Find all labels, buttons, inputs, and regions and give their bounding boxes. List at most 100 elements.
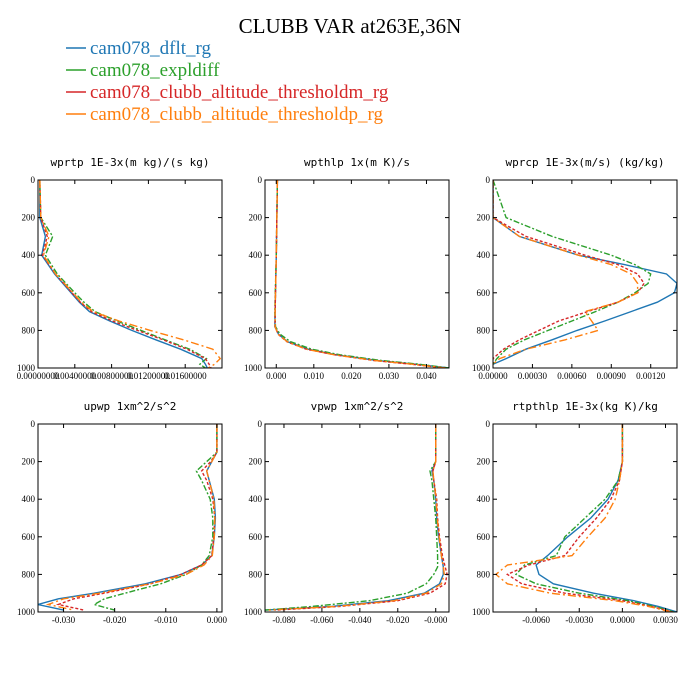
figure-title: CLUBB VAR at263E,36N <box>239 14 462 38</box>
x-tick-label: 0.00120 <box>636 371 666 381</box>
y-tick-label: 200 <box>477 213 491 223</box>
series-group <box>39 180 222 368</box>
chart-title: rtpthlp 1E-3x(kg K)/kg <box>512 400 658 413</box>
y-tick-label: 600 <box>22 532 36 542</box>
series-line <box>55 424 218 611</box>
x-tick-label: -0.000 <box>424 615 448 625</box>
series-line <box>45 424 218 611</box>
y-tick-label: 800 <box>249 325 263 335</box>
chart-title: vpwp 1xm^2/s^2 <box>311 400 404 413</box>
chart-panel: wprcp 1E-3x(m/s) (kg/kg) 0 200 400 600 800 100… <box>472 156 678 381</box>
series-line <box>274 424 448 611</box>
y-tick-label: 400 <box>22 250 36 260</box>
chart-title: wprcp 1E-3x(m/s) (kg/kg) <box>506 156 665 169</box>
series-line <box>39 180 222 368</box>
y-tick-label: 200 <box>477 457 491 467</box>
series-line <box>493 180 677 365</box>
series-line <box>265 424 444 611</box>
legend-item: cam078_dflt_rg <box>66 38 212 59</box>
x-tick-label: 0.010 <box>304 371 325 381</box>
x-tick-label: 0.00000 <box>478 371 508 381</box>
legend-label: cam078_expldiff <box>90 60 220 81</box>
chart-panel: vpwp 1xm^2/s^2 0 200 400 600 800 1000 -0.080 -0.… <box>244 400 450 625</box>
y-tick-label: 400 <box>22 494 36 504</box>
y-tick-label: 400 <box>477 494 491 504</box>
y-tick-label: 800 <box>249 569 263 579</box>
x-tick-label: 0.000 <box>207 615 228 625</box>
series-line <box>493 180 652 365</box>
chart-title: upwp 1xm^2/s^2 <box>84 400 177 413</box>
plot-frame <box>37 423 223 613</box>
series-line <box>274 180 446 368</box>
legend-label: cam078_clubb_altitude_thresholdp_rg <box>90 104 384 125</box>
y-tick-label: 1000 <box>472 363 491 373</box>
legend-label: cam078_clubb_altitude_thresholdm_rg <box>90 82 389 103</box>
x-tick-label: 0.030 <box>379 371 400 381</box>
y-tick-label: 600 <box>477 288 491 298</box>
x-tick-label: -0.020 <box>386 615 410 625</box>
chart-panel: rtpthlp 1E-3x(kg K)/kg 0 200 400 600 800 1000 -… <box>472 400 678 625</box>
series-line <box>274 180 446 368</box>
y-tick-label: 200 <box>249 457 263 467</box>
y-tick-label: 600 <box>22 288 36 298</box>
x-tick-label: -0.060 <box>310 615 334 625</box>
series-group <box>265 424 448 611</box>
y-tick-label: 1000 <box>17 607 36 617</box>
y-tick-label: 400 <box>477 250 491 260</box>
panels: wprtp 1E-3x(m kg)/(s kg) 0 200 400 600 800 100… <box>17 156 679 625</box>
y-tick-label: 800 <box>477 569 491 579</box>
y-tick-label: 1000 <box>17 363 36 373</box>
series-line <box>38 424 218 611</box>
y-tick-label: 200 <box>249 213 263 223</box>
x-tick-label: 0.020 <box>341 371 362 381</box>
x-tick-label: 0.00000000 <box>17 371 60 381</box>
y-tick-label: 800 <box>22 325 36 335</box>
y-tick-label: 0 <box>258 419 263 429</box>
y-tick-label: 0 <box>258 175 263 185</box>
plot-frame <box>37 179 223 369</box>
plot-frame <box>264 423 450 613</box>
series-line <box>92 424 218 611</box>
x-tick-label: 0.01600000 <box>164 371 207 381</box>
y-tick-label: 800 <box>477 325 491 335</box>
x-tick-label: -0.030 <box>52 615 76 625</box>
x-tick-label: -0.080 <box>272 615 296 625</box>
series-line <box>274 180 449 368</box>
series-line <box>493 180 645 365</box>
series-line <box>265 424 439 611</box>
series-line <box>268 424 446 611</box>
series-line <box>39 180 208 368</box>
x-tick-label: 0.01200000 <box>127 371 170 381</box>
y-tick-label: 0 <box>31 419 36 429</box>
y-tick-label: 400 <box>249 494 263 504</box>
chart-title: wprtp 1E-3x(m kg)/(s kg) <box>51 156 210 169</box>
x-tick-label: 0.00090 <box>597 371 627 381</box>
legend-item: cam078_clubb_altitude_thresholdp_rg <box>66 104 384 125</box>
series-line <box>493 180 639 365</box>
plot-frame <box>492 423 678 613</box>
series-line <box>514 424 675 612</box>
x-tick-label: 0.00400000 <box>53 371 96 381</box>
series-group <box>494 424 677 612</box>
chart-panel: upwp 1xm^2/s^2 0 200 400 600 800 1000 -0.030 -0.… <box>17 400 228 625</box>
x-tick-label: 0.000 <box>266 371 287 381</box>
plot-frame <box>264 179 450 369</box>
y-tick-label: 1000 <box>472 607 491 617</box>
legend: cam078_dflt_rg cam078_expldiff cam078_cl… <box>66 38 389 125</box>
chart-title: wpthlp 1x(m K)/s <box>304 156 410 169</box>
series-group <box>493 180 677 365</box>
x-tick-label: 0.00060 <box>557 371 587 381</box>
y-tick-label: 1000 <box>244 363 263 373</box>
x-tick-label: 0.00030 <box>518 371 548 381</box>
x-tick-label: 0.0030 <box>653 615 678 625</box>
plot-frame <box>492 179 678 369</box>
y-tick-label: 800 <box>22 569 36 579</box>
chart-panel: wprtp 1E-3x(m kg)/(s kg) 0 200 400 600 800 100… <box>17 156 223 381</box>
y-tick-label: 200 <box>22 213 36 223</box>
series-line <box>535 424 677 612</box>
y-tick-label: 0 <box>486 175 491 185</box>
x-tick-label: -0.040 <box>348 615 372 625</box>
series-group <box>274 180 449 368</box>
